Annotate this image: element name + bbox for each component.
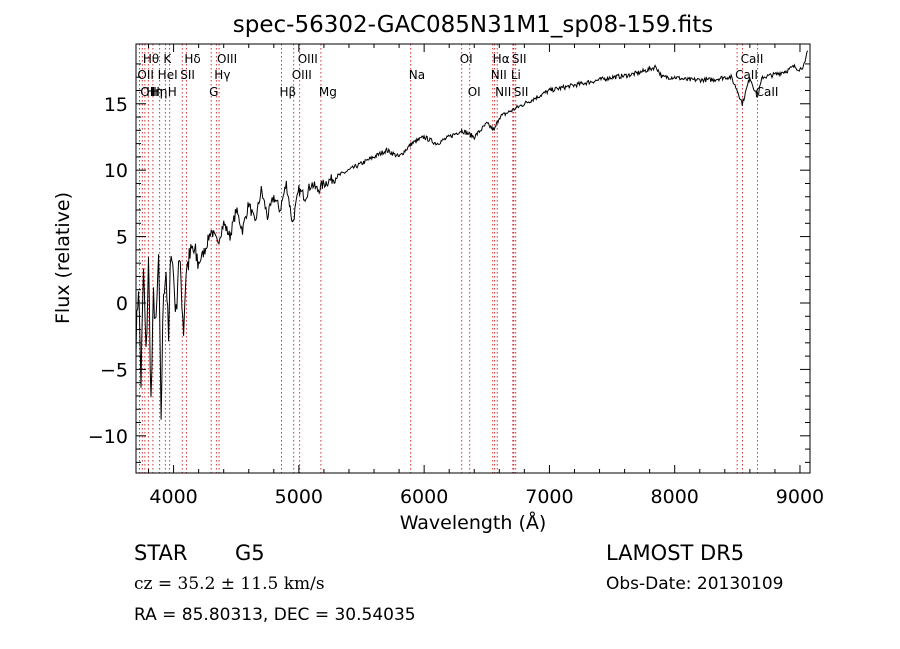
object-subclass: G5 xyxy=(235,541,265,565)
spectral-line-label: Li xyxy=(511,68,521,82)
spectral-line-label: G xyxy=(209,85,218,99)
spectral-line-label: OII xyxy=(140,85,157,99)
spectral-line-label: NII xyxy=(491,68,507,82)
y-axis-ticks: −10 −5 0 5 10 15 xyxy=(88,63,810,463)
x-tick-label: 6000 xyxy=(400,486,448,508)
spectral-line-label: Mg xyxy=(319,85,337,99)
observation-date: Obs-Date: 20130109 xyxy=(606,574,783,594)
spectral-line-label: Hη xyxy=(146,85,163,99)
spectral-line-label: OI xyxy=(460,52,473,66)
spectral-line-label: OIII xyxy=(217,52,237,66)
spectral-line-label: CaII xyxy=(756,85,779,99)
spectral-line-label: Hα xyxy=(493,52,510,66)
spectral-line-label: CaII xyxy=(741,52,764,66)
plot-frame xyxy=(135,43,811,474)
spectral-line-label: OI xyxy=(468,85,481,99)
spectral-line-label: Hθ xyxy=(143,52,159,66)
y-axis-label: Flux (relative) xyxy=(52,192,74,324)
spectrum-line xyxy=(135,50,808,420)
y-tick-label: 5 xyxy=(116,227,128,249)
spectral-line-label: Na xyxy=(409,68,425,82)
spectral-line-label: OIII xyxy=(298,52,318,66)
y-tick-label: −5 xyxy=(100,359,128,381)
survey-name: LAMOST DR5 xyxy=(606,541,744,565)
spectrum-series xyxy=(135,50,808,420)
x-tick-label: 5000 xyxy=(275,486,323,508)
x-axis-ticks: 4000 5000 6000 7000 8000 9000 xyxy=(148,44,824,508)
spectral-line-label: NII xyxy=(495,85,511,99)
x-tick-label: 9000 xyxy=(776,486,824,508)
coordinates: RA = 85.80313, DEC = 30.54035 xyxy=(134,605,416,625)
spectral-line-label: Hδ xyxy=(184,52,200,66)
object-class: STAR xyxy=(134,541,187,565)
spectral-line-label: HeI xyxy=(158,68,178,82)
chart-title: spec-56302-GAC085N31M1_sp08-159.fits xyxy=(233,12,713,38)
spectral-line-labels: OIIOIIHθHηHηHeIKHSIIHδGHγOIIIHβOIIIOIIIM… xyxy=(137,52,778,99)
spectral-line-markers xyxy=(138,44,759,473)
spectral-line-label: SII xyxy=(512,52,527,66)
y-tick-label: −10 xyxy=(88,426,128,448)
spectral-line-label: SII xyxy=(514,85,529,99)
x-tick-label: 8000 xyxy=(651,486,699,508)
spectral-line-label: SII xyxy=(180,68,195,82)
x-tick-label: 4000 xyxy=(149,486,197,508)
spectral-line-label: Hβ xyxy=(279,85,296,99)
spectral-line-label: CaII xyxy=(735,68,758,82)
y-tick-label: 15 xyxy=(104,94,128,116)
spectral-line-label: Hγ xyxy=(214,68,230,82)
spectral-line-label: OII xyxy=(137,68,154,82)
spectral-line-label: K xyxy=(163,52,172,66)
redshift-value: cz = 35.2 ± 11.5 km/s xyxy=(134,574,325,594)
spectral-line-label: OIII xyxy=(292,68,312,82)
y-tick-label: 0 xyxy=(116,293,128,315)
spectral-line-label: H xyxy=(168,85,177,99)
spectral-line-label: Hη xyxy=(151,85,168,99)
x-axis-label: Wavelength (Å) xyxy=(400,511,547,534)
x-tick-label: 7000 xyxy=(525,486,573,508)
y-tick-label: 10 xyxy=(104,160,128,182)
